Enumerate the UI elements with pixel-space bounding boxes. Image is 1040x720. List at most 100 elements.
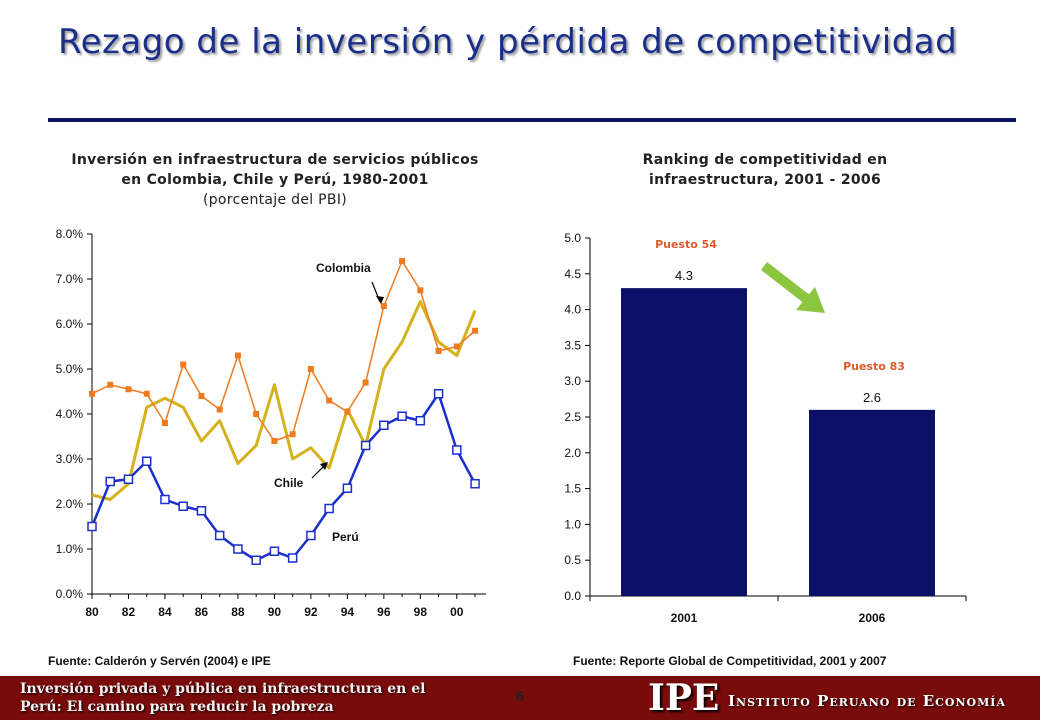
colombia-point xyxy=(143,390,150,397)
left-x-tick-label: 96 xyxy=(377,605,391,619)
peru-point xyxy=(178,501,188,511)
right-chart-title-line1: Ranking de competitividad en xyxy=(642,152,888,168)
left-chart-title-line3: (porcentaje del PBI) xyxy=(202,192,348,208)
bar-category-label: 2001 xyxy=(671,611,698,625)
left-x-tick-label: 98 xyxy=(414,605,428,619)
colombia-point xyxy=(289,431,296,438)
right-y-tick-label: 3.0 xyxy=(564,374,581,388)
decline-arrow-head xyxy=(796,287,825,313)
left-y-tick-label: 4.0% xyxy=(56,407,84,421)
left-x-tick-label: 00 xyxy=(450,605,464,619)
peru-point xyxy=(342,483,353,493)
right-y-tick-label: 0.0 xyxy=(564,589,581,603)
left-x-tick-label: 92 xyxy=(304,605,318,619)
colombia-point xyxy=(234,352,241,359)
peru-point xyxy=(470,479,480,489)
right-chart-title: Ranking de competitividad en infraestruc… xyxy=(560,150,970,190)
annotation-colombia: Colombia xyxy=(316,261,371,275)
left-chart-source: Fuente: Calderón y Servén (2004) e IPE xyxy=(48,654,271,668)
slide-title: Rezago de la inversión y pérdida de comp… xyxy=(58,22,958,62)
left-y-tick-label: 3.0% xyxy=(56,452,84,466)
colombia-point xyxy=(453,343,460,350)
left-x-tick-label: 80 xyxy=(85,605,99,619)
footer-right-panel xyxy=(620,676,1040,720)
colombia-point xyxy=(344,408,351,415)
peru-point xyxy=(105,476,115,487)
colombia-point xyxy=(326,397,333,404)
left-x-tick-label: 88 xyxy=(231,605,245,619)
bar-category-label: 2006 xyxy=(859,611,886,625)
right-y-tick-label: 1.5 xyxy=(564,482,581,496)
bar-data-label: 4.3 xyxy=(675,268,693,283)
bar-2001 xyxy=(621,288,747,596)
peru-point xyxy=(87,521,97,532)
series-line-colombia xyxy=(91,260,476,442)
peru-point xyxy=(415,416,426,426)
colombia-point xyxy=(198,393,205,399)
right-y-tick-label: 4.0 xyxy=(564,303,581,317)
colombia-point xyxy=(472,327,479,334)
left-y-tick-label: 6.0% xyxy=(56,317,84,331)
peru-point xyxy=(160,494,170,505)
right-y-tick-label: 0.5 xyxy=(564,553,581,567)
right-chart-source: Fuente: Reporte Global de Competitividad… xyxy=(573,654,887,668)
colombia-point xyxy=(216,406,223,413)
annotation-peru: Perú xyxy=(332,530,359,544)
peru-point xyxy=(433,389,444,399)
ipe-logo: IPE xyxy=(648,677,720,719)
peru-point xyxy=(141,456,152,466)
bar-rank-label: Puesto 54 xyxy=(655,238,717,251)
footer-text: Inversión privada y pública en infraestr… xyxy=(20,681,426,715)
left-x-tick-label: 90 xyxy=(268,605,282,619)
left-chart-title-line2: en Colombia, Chile y Perú, 1980-2001 xyxy=(121,172,429,188)
left-x-tick-label: 84 xyxy=(158,605,172,619)
colombia-point xyxy=(253,411,260,417)
colombia-point xyxy=(435,348,442,354)
annotation-arrowhead-colombia xyxy=(376,296,384,304)
left-y-tick-label: 5.0% xyxy=(56,362,84,376)
annotation-arrowhead-chile xyxy=(320,462,328,470)
peru-point xyxy=(251,555,261,565)
colombia-point xyxy=(125,386,132,393)
peru-point xyxy=(324,503,334,514)
left-x-tick-label: 86 xyxy=(195,605,209,619)
page-number: 6 xyxy=(515,688,525,705)
footer-left-panel xyxy=(0,676,470,720)
bar-rank-label: Puesto 83 xyxy=(843,360,905,373)
colombia-point xyxy=(307,366,314,372)
series-line-perú xyxy=(90,392,477,562)
left-y-tick-label: 0.0% xyxy=(56,587,84,601)
colombia-point xyxy=(161,420,168,426)
peru-point xyxy=(196,506,207,516)
colombia-point xyxy=(107,381,114,388)
colombia-point xyxy=(417,287,424,294)
right-y-tick-label: 5.0 xyxy=(564,231,581,245)
left-x-tick-label: 94 xyxy=(341,605,355,619)
peru-point xyxy=(269,546,280,556)
left-y-tick-label: 2.0% xyxy=(56,497,84,511)
peru-point xyxy=(123,474,134,484)
peru-point xyxy=(306,530,316,541)
colombia-point xyxy=(380,303,387,309)
peru-point xyxy=(452,445,462,455)
title-divider xyxy=(48,118,1016,122)
peru-point xyxy=(233,544,243,554)
colombia-point xyxy=(180,361,187,368)
left-chart-title-line1: Inversión en infraestructura de servicio… xyxy=(71,152,479,168)
bar-data-label: 2.6 xyxy=(863,390,881,405)
left-y-tick-label: 7.0% xyxy=(56,272,84,286)
peru-point xyxy=(360,440,371,451)
decline-arrow-shaft xyxy=(760,262,812,304)
series-line-chile xyxy=(91,300,477,501)
colombia-point xyxy=(89,390,95,397)
annotation-chile: Chile xyxy=(274,476,304,490)
peru-point xyxy=(214,530,225,541)
left-y-tick-label: 8.0% xyxy=(56,227,84,241)
colombia-point xyxy=(399,258,406,264)
bar-2006 xyxy=(809,409,935,596)
left-y-tick-label: 1.0% xyxy=(56,542,84,556)
right-y-tick-label: 4.5 xyxy=(564,267,581,281)
colombia-point xyxy=(362,379,369,386)
right-y-tick-label: 1.0 xyxy=(564,517,581,531)
